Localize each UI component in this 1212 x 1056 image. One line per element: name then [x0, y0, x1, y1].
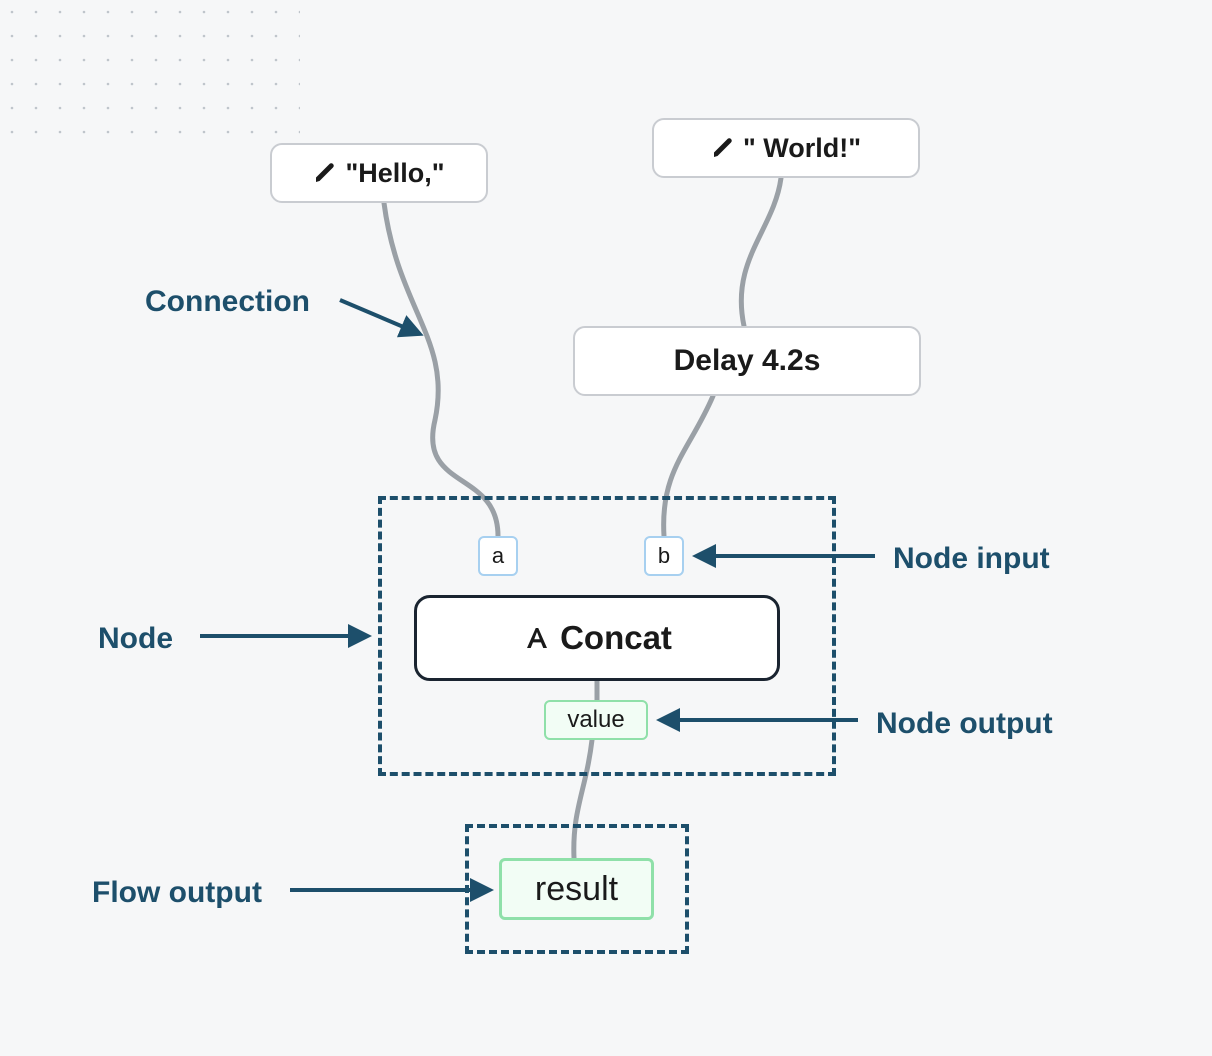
- annotation-connection: Connection: [145, 285, 310, 319]
- annotation-node-input: Node input: [893, 542, 1050, 576]
- connection-world-to-delay: [741, 178, 781, 326]
- pencil-icon: [313, 161, 337, 185]
- port-label: result: [535, 870, 618, 909]
- annotation-node: Node: [98, 622, 173, 656]
- input-port-b[interactable]: b: [644, 536, 684, 576]
- connection-hello-to-a: [384, 203, 498, 536]
- node-hello[interactable]: "Hello,": [270, 143, 488, 203]
- diagram-canvas: "Hello," " World!" Delay 4.2s Concat a b…: [0, 0, 1212, 1056]
- annotation-flow-output: Flow output: [92, 876, 262, 910]
- port-label: b: [658, 543, 670, 569]
- port-label: value: [567, 706, 624, 734]
- node-world-label: " World!": [743, 133, 861, 164]
- annotation-arrow-connection: [340, 300, 420, 334]
- annotation-node-output: Node output: [876, 707, 1053, 741]
- node-world[interactable]: " World!": [652, 118, 920, 178]
- output-port-value[interactable]: value: [544, 700, 648, 740]
- node-delay[interactable]: Delay 4.2s: [573, 326, 921, 396]
- flow-output-result[interactable]: result: [499, 858, 654, 920]
- dot-grid-background: [0, 0, 300, 150]
- node-concat[interactable]: Concat: [414, 595, 780, 681]
- node-concat-label: Concat: [560, 619, 672, 657]
- font-glyph-icon: [522, 623, 552, 653]
- pencil-icon: [711, 136, 735, 160]
- port-label: a: [492, 543, 504, 569]
- node-delay-label: Delay 4.2s: [674, 344, 821, 378]
- node-hello-label: "Hello,": [345, 158, 444, 189]
- input-port-a[interactable]: a: [478, 536, 518, 576]
